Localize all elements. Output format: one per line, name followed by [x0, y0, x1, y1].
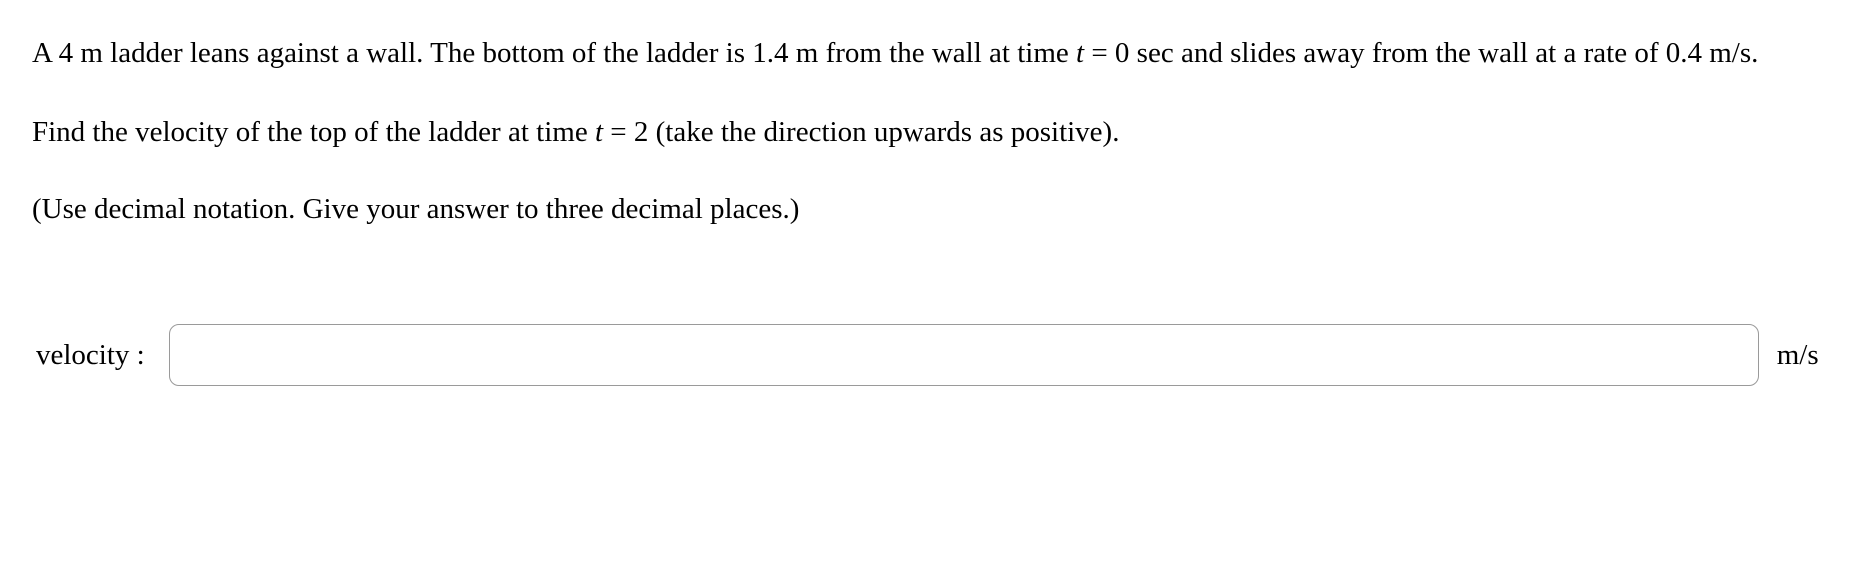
- answer-label: velocity :: [36, 339, 145, 372]
- velocity-input[interactable]: [169, 324, 1759, 386]
- problem-container: A 4 m ladder leans against a wall. The b…: [0, 0, 1874, 386]
- answer-unit: m/s: [1777, 339, 1819, 372]
- answer-row: velocity : m/s: [32, 324, 1842, 386]
- problem-instruction-text: (Use decimal notation. Give your answer …: [32, 184, 1842, 235]
- problem-question-text: Find the velocity of the top of the ladd…: [32, 107, 1842, 158]
- problem-setup-text: A 4 m ladder leans against a wall. The b…: [32, 28, 1842, 79]
